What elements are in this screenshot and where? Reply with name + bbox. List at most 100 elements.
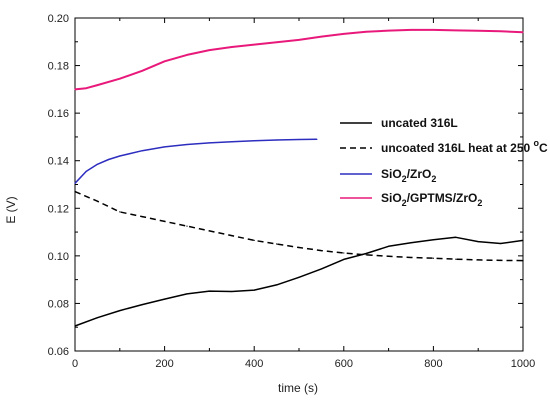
data-point-uncoated-316l-heat: [455, 258, 457, 260]
data-point-sio2-gptms-zro2: [231, 46, 233, 48]
data-point-uncated-316l: [253, 289, 255, 291]
data-point-sio2-gptms-zro2: [410, 29, 412, 31]
data-point-uncoated-316l-heat: [164, 220, 166, 222]
data-point-sio2-gptms-zro2: [298, 39, 300, 41]
data-point-uncated-316l: [500, 242, 502, 245]
data-point-uncoated-316l-heat: [432, 257, 434, 259]
data-point-uncated-316l: [119, 309, 121, 312]
x-tick-label: 600: [335, 358, 353, 370]
y-tick-label: 0.14: [48, 156, 69, 168]
data-point-sio2-gptms-zro2: [522, 31, 524, 33]
data-point-uncoated-316l-heat: [119, 211, 121, 213]
data-point-sio2-gptms-zro2: [276, 41, 278, 43]
y-tick-label: 0.20: [48, 13, 69, 25]
data-point-sio2-zro2: [141, 150, 143, 152]
x-tick-label: 0: [72, 358, 78, 370]
data-point-sio2-zro2: [164, 146, 166, 148]
x-tick-label: 1000: [511, 358, 535, 370]
data-point-sio2-zro2: [253, 140, 255, 142]
y-tick-label: 0.18: [48, 61, 69, 73]
y-axis-title: E (V): [4, 196, 18, 223]
data-point-uncated-316l: [208, 290, 210, 292]
x-axis-ticks: 0 200 400 600 800 1000: [72, 18, 535, 370]
data-point-sio2-gptms-zro2: [253, 44, 255, 46]
data-point-uncoated-316l-heat: [365, 254, 367, 256]
data-point-uncoated-316l-heat: [276, 243, 278, 245]
data-point-uncoated-316l-heat: [253, 239, 255, 241]
data-point-sio2-gptms-zro2: [74, 88, 76, 90]
series-line-sio2-gptms-zro2: [74, 28, 524, 91]
data-point-uncated-316l: [388, 245, 390, 247]
y-tick-label: 0.16: [48, 108, 69, 120]
data-point-sio2-gptms-zro2: [365, 31, 367, 33]
data-point-sio2-gptms-zro2: [164, 60, 166, 62]
y-tick-label: 0.10: [48, 251, 69, 263]
data-point-sio2-gptms-zro2: [343, 33, 345, 35]
legend-label-sio2-gptms-zro2: SiO2/GPTMS/ZrO2: [381, 191, 482, 208]
x-tick-label: 200: [155, 358, 173, 370]
data-point-uncated-316l: [410, 242, 412, 244]
data-point-sio2-zro2: [108, 158, 110, 161]
y-tick-label: 0.12: [48, 203, 69, 215]
data-point-uncated-316l: [477, 240, 479, 243]
series-line-uncated-316l: [74, 236, 524, 327]
data-point-uncoated-316l-heat: [477, 259, 479, 261]
data-point-uncated-316l: [141, 304, 143, 306]
data-point-uncated-316l: [74, 325, 76, 327]
x-tick-label: 400: [245, 358, 263, 370]
data-point-uncated-316l: [455, 236, 457, 238]
data-point-sio2-gptms-zro2: [96, 84, 98, 86]
data-point-sio2-zro2: [276, 139, 278, 141]
series-layer: [74, 28, 524, 327]
data-point-uncoated-316l-heat: [186, 225, 188, 227]
series-line-sio2-zro2: [74, 138, 317, 184]
y-tick-label: 0.06: [48, 346, 69, 358]
data-point-sio2-gptms-zro2: [119, 78, 121, 80]
y-axis-ticks: 0.06 0.08 0.10 0.12 0.14 0.16 0.18 0.20: [48, 13, 523, 358]
data-point-uncoated-316l-heat: [96, 200, 98, 202]
legend: uncated 316L uncoated 316L heat at 250 o…: [340, 116, 548, 208]
data-point-sio2-zro2: [119, 155, 121, 157]
data-point-sio2-gptms-zro2: [141, 70, 143, 72]
data-point-uncated-316l: [298, 276, 300, 278]
data-point-uncated-316l: [186, 293, 188, 295]
data-point-uncated-316l: [343, 258, 345, 261]
data-point-uncoated-316l-heat: [500, 259, 502, 261]
legend-label-uncoated-heat: uncoated 316L heat at 250 oC: [381, 138, 548, 155]
x-axis-title: time (s): [278, 381, 318, 395]
data-point-uncated-316l: [432, 239, 434, 241]
data-point-uncated-316l: [365, 252, 367, 255]
data-point-sio2-gptms-zro2: [432, 29, 434, 31]
data-point-uncated-316l: [231, 290, 233, 293]
data-point-uncated-316l: [96, 317, 98, 319]
data-point-sio2-zro2: [186, 143, 188, 146]
data-point-sio2-gptms-zro2: [500, 30, 502, 32]
data-point-sio2-zro2: [298, 138, 300, 141]
plot-border: [74, 17, 524, 352]
y-tick-label: 0.08: [48, 298, 69, 310]
plot-frame: [74, 17, 524, 352]
legend-label-uncated-316l: uncated 316L: [381, 116, 458, 130]
data-point-uncoated-316l-heat: [320, 250, 322, 252]
data-point-sio2-gptms-zro2: [477, 30, 479, 32]
data-point-sio2-zro2: [316, 138, 318, 140]
data-point-sio2-gptms-zro2: [320, 35, 322, 38]
legend-label-sio2-zro2: SiO2/ZrO2: [381, 167, 436, 184]
data-point-uncoated-316l-heat: [231, 235, 233, 237]
data-point-uncoated-316l-heat: [410, 256, 412, 259]
data-point-sio2-gptms-zro2: [455, 29, 457, 31]
data-point-sio2-gptms-zro2: [85, 87, 87, 89]
data-point-uncated-316l: [522, 239, 524, 241]
data-point-uncated-316l: [164, 298, 166, 300]
data-point-uncoated-316l-heat: [74, 191, 76, 193]
data-point-sio2-zro2: [74, 182, 76, 184]
data-point-uncoated-316l-heat: [522, 260, 524, 262]
data-point-sio2-zro2: [96, 163, 98, 165]
data-point-uncoated-316l-heat: [388, 255, 390, 257]
data-point-uncoated-316l-heat: [343, 252, 345, 254]
data-point-uncated-316l: [276, 284, 278, 286]
data-point-uncoated-316l-heat: [141, 216, 143, 218]
data-point-sio2-gptms-zro2: [388, 30, 390, 32]
x-tick-label: 800: [424, 358, 442, 370]
